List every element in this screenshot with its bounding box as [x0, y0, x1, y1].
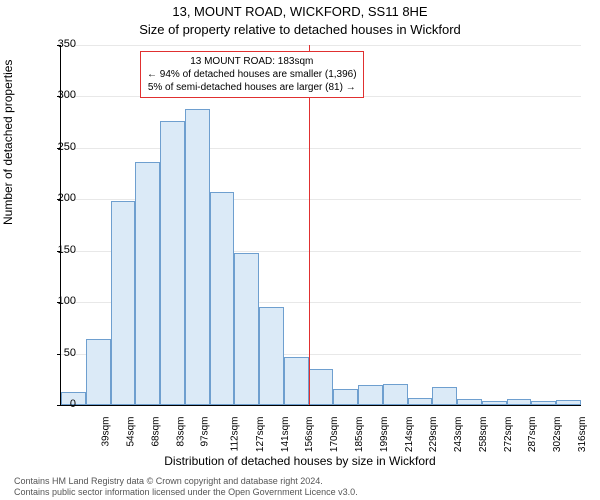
- xtick-label: 112sqm: [230, 417, 241, 452]
- histogram-bar: [457, 399, 482, 405]
- histogram-bar: [284, 357, 309, 405]
- xtick-label: 156sqm: [305, 417, 316, 453]
- xtick-label: 185sqm: [354, 417, 365, 453]
- ytick-label: 200: [40, 192, 76, 204]
- histogram-bar: [111, 201, 136, 405]
- histogram-bar: [160, 121, 185, 405]
- histogram-bar: [531, 401, 556, 405]
- histogram-bar: [358, 385, 383, 405]
- xtick-label: 170sqm: [329, 417, 340, 453]
- chart-title-main: 13, MOUNT ROAD, WICKFORD, SS11 8HE: [0, 4, 600, 19]
- credit-line-1: Contains HM Land Registry data © Crown c…: [14, 476, 358, 487]
- xtick-label: 97sqm: [200, 417, 211, 447]
- ytick-label: 250: [40, 141, 76, 153]
- histogram-bar: [383, 384, 408, 405]
- xtick-label: 68sqm: [150, 417, 161, 447]
- xtick-label: 39sqm: [101, 417, 112, 447]
- histogram-bar: [234, 253, 259, 405]
- histogram-bar: [432, 387, 457, 406]
- xtick-label: 229sqm: [428, 417, 439, 453]
- xtick-label: 287sqm: [527, 417, 538, 453]
- histogram-bar: [482, 401, 507, 405]
- xtick-label: 272sqm: [503, 417, 514, 453]
- histogram-bar: [135, 162, 160, 405]
- histogram-bar: [507, 399, 532, 405]
- annotation-line-2: ← 94% of detached houses are smaller (1,…: [147, 68, 357, 81]
- xtick-label: 199sqm: [379, 417, 390, 453]
- ytick-label: 0: [40, 398, 76, 410]
- y-axis-label: Number of detached properties: [1, 60, 15, 225]
- credit-line-2: Contains public sector information licen…: [14, 487, 358, 498]
- plot-area: [60, 45, 581, 406]
- xtick-label: 316sqm: [577, 417, 588, 453]
- xtick-label: 243sqm: [453, 417, 464, 453]
- xtick-label: 302sqm: [552, 417, 563, 453]
- ytick-label: 50: [40, 347, 76, 359]
- ytick-label: 300: [40, 89, 76, 101]
- histogram-bar: [333, 389, 358, 405]
- gridline: [61, 148, 581, 149]
- histogram-bar: [210, 192, 235, 405]
- histogram-bar: [556, 400, 581, 405]
- annotation-line-1: 13 MOUNT ROAD: 183sqm: [147, 55, 357, 68]
- histogram-bar: [185, 109, 210, 405]
- histogram-bar: [259, 307, 284, 405]
- marker-line: [309, 45, 310, 405]
- annotation-box: 13 MOUNT ROAD: 183sqm← 94% of detached h…: [140, 51, 364, 98]
- histogram-bar: [408, 398, 433, 405]
- gridline: [61, 45, 581, 46]
- xtick-label: 83sqm: [175, 417, 186, 447]
- ytick-label: 150: [40, 244, 76, 256]
- x-axis-label: Distribution of detached houses by size …: [0, 454, 600, 468]
- xtick-label: 141sqm: [280, 417, 291, 453]
- xtick-label: 214sqm: [404, 417, 415, 453]
- credits: Contains HM Land Registry data © Crown c…: [14, 476, 358, 498]
- histogram-bar: [309, 369, 334, 405]
- chart-container: 13, MOUNT ROAD, WICKFORD, SS11 8HE Size …: [0, 0, 600, 500]
- annotation-line-3: 5% of semi-detached houses are larger (8…: [147, 81, 357, 94]
- histogram-bar: [86, 339, 111, 405]
- chart-title-sub: Size of property relative to detached ho…: [0, 22, 600, 37]
- xtick-label: 258sqm: [478, 417, 489, 453]
- ytick-label: 100: [40, 295, 76, 307]
- ytick-label: 350: [40, 38, 76, 50]
- xtick-label: 127sqm: [255, 417, 266, 453]
- xtick-label: 54sqm: [126, 417, 137, 447]
